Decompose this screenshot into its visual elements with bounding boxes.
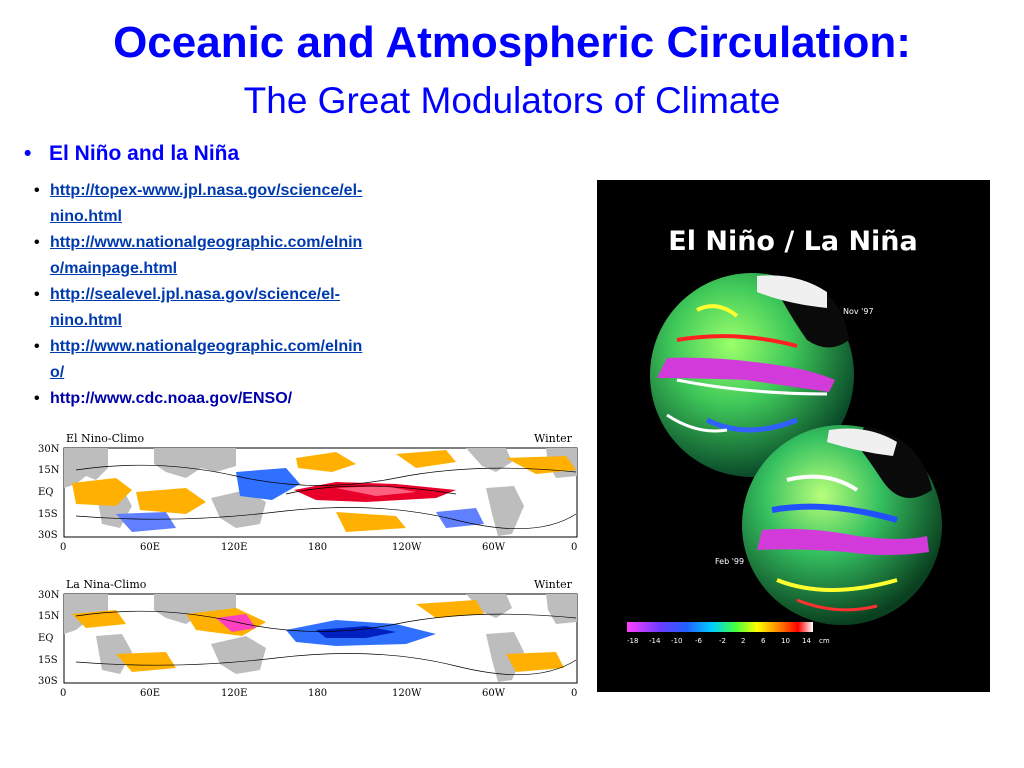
svg-text:0: 0 [571, 542, 577, 553]
bullet-dot: • [34, 338, 40, 355]
svg-text:-18: -18 [627, 637, 638, 645]
svg-text:120E: 120E [221, 542, 247, 553]
svg-text:-14: -14 [649, 637, 661, 645]
main-bullet: • El Niño and la Niña [24, 142, 239, 166]
bullet-dot: • [34, 390, 40, 407]
svg-text:15S: 15S [38, 655, 58, 666]
list-item: • http://www.cdc.noaa.gov/ENSO/ [34, 386, 454, 412]
map-season: Winter [534, 432, 573, 445]
svg-text:60W: 60W [482, 542, 506, 553]
svg-text:cm: cm [819, 637, 830, 645]
el-nino-map: El Nino-Climo Winter 30N 15N EQ 15S 30S … [38, 432, 578, 553]
svg-text:-2: -2 [719, 637, 726, 645]
svg-text:EQ: EQ [38, 487, 54, 498]
svg-text:60E: 60E [140, 542, 160, 553]
date-label: Feb '99 [715, 557, 744, 566]
bullet-dot: • [34, 182, 40, 199]
svg-text:30N: 30N [38, 590, 60, 601]
svg-text:180: 180 [308, 688, 327, 699]
la-nina-map: La Nina-Climo Winter 30N 15N EQ 15S 30S … [38, 578, 578, 699]
link-list: • http://topex-www.jpl.nasa.gov/science/… [34, 178, 454, 412]
svg-text:30S: 30S [38, 530, 58, 541]
svg-text:180: 180 [308, 542, 327, 553]
link-topex[interactable]: http://topex-www.jpl.nasa.gov/science/el… [50, 182, 363, 225]
main-bullet-text: El Niño and la Niña [49, 142, 240, 165]
svg-text:-10: -10 [671, 637, 682, 645]
globe-title: El Niño / La Niña [668, 226, 918, 257]
color-scale-labels: -18 -14 -10 -6 -2 2 6 10 14 cm [627, 637, 830, 645]
list-item: • http://www.nationalgeographic.com/elni… [34, 230, 454, 282]
list-item: • http://topex-www.jpl.nasa.gov/science/… [34, 178, 454, 230]
svg-text:EQ: EQ [38, 633, 54, 644]
map-name: El Nino-Climo [66, 432, 144, 445]
list-item: • http://www.nationalgeographic.com/elni… [34, 334, 454, 386]
globe-nov-97: Nov '97 [650, 273, 874, 477]
svg-text:30N: 30N [38, 444, 60, 455]
link-natgeo-mainpage[interactable]: http://www.nationalgeographic.com/elnin o… [50, 234, 363, 277]
globe-feb-99: Feb '99 [715, 425, 942, 625]
color-scale-bar [627, 622, 813, 632]
svg-text:-6: -6 [695, 637, 703, 645]
link-cdc[interactable]: http://www.cdc.noaa.gov/ENSO/ [50, 390, 293, 407]
slide-title: Oceanic and Atmospheric Circulation: [113, 18, 911, 67]
svg-text:0: 0 [60, 542, 66, 553]
svg-text:0: 0 [571, 688, 577, 699]
svg-text:10: 10 [781, 637, 790, 645]
list-item: • http://sealevel.jpl.nasa.gov/science/e… [34, 282, 454, 334]
svg-text:0: 0 [60, 688, 66, 699]
map-season: Winter [534, 578, 573, 591]
map-name: La Nina-Climo [66, 578, 147, 591]
el-nino-la-nina-globes: El Niño / La Niña Nov '97 Feb '99 -18 -1… [597, 180, 990, 692]
svg-text:15N: 15N [38, 611, 60, 622]
svg-text:60E: 60E [140, 688, 160, 699]
date-label: Nov '97 [843, 307, 874, 316]
link-sealevel[interactable]: http://sealevel.jpl.nasa.gov/science/el-… [50, 286, 340, 329]
bullet-dot: • [24, 142, 32, 165]
svg-text:30S: 30S [38, 676, 58, 687]
svg-text:2: 2 [741, 637, 745, 645]
svg-text:60W: 60W [482, 688, 506, 699]
svg-text:120E: 120E [221, 688, 247, 699]
bullet-dot: • [34, 286, 40, 303]
svg-text:15N: 15N [38, 465, 60, 476]
svg-text:14: 14 [802, 637, 811, 645]
svg-text:6: 6 [761, 637, 766, 645]
link-natgeo[interactable]: http://www.nationalgeographic.com/elnin o… [50, 338, 363, 381]
svg-text:120W: 120W [392, 542, 422, 553]
svg-text:120W: 120W [392, 688, 422, 699]
svg-text:15S: 15S [38, 509, 58, 520]
slide-subtitle: The Great Modulators of Climate [243, 80, 781, 121]
bullet-dot: • [34, 234, 40, 251]
